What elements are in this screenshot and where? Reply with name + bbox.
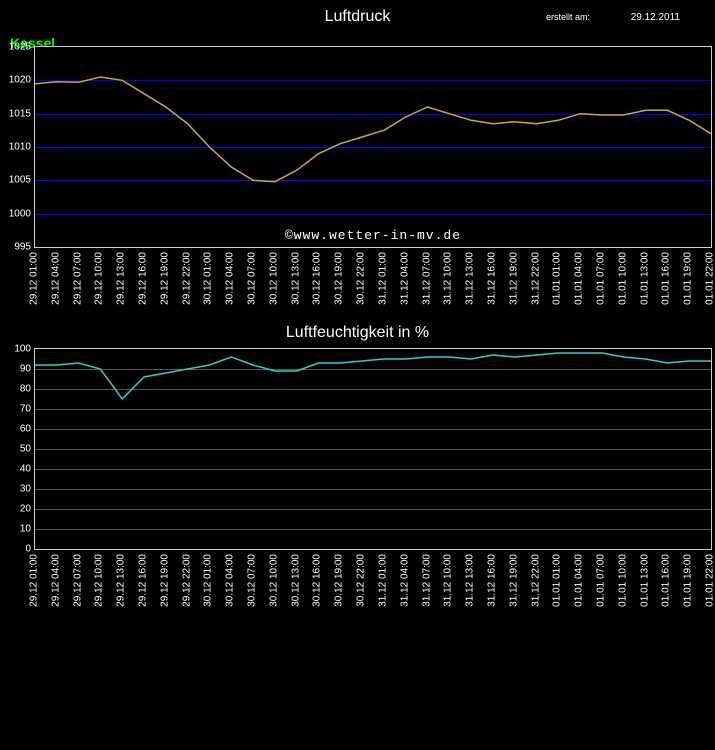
y-tick-label: 80 <box>20 384 35 395</box>
x-tick-label: 30.12 01:00 <box>203 252 214 305</box>
y-tick-label: 30 <box>20 484 35 495</box>
x-tick-label: 01.01 10:00 <box>617 554 628 607</box>
x-tick-label: 31.12 22:00 <box>530 554 541 607</box>
x-tick-label: 29.12 04:00 <box>50 554 61 607</box>
x-tick-label: 01.01 04:00 <box>574 554 585 607</box>
x-tick-label: 29.12 22:00 <box>181 554 192 607</box>
x-tick-label: 01.01 13:00 <box>639 252 650 305</box>
chart1-x-axis: 29.12 01:0029.12 04:0029.12 07:0029.12 1… <box>34 248 710 308</box>
y-tick-label: 40 <box>20 464 35 475</box>
x-tick-label: 31.12 13:00 <box>465 554 476 607</box>
x-tick-label: 30.12 13:00 <box>290 554 301 607</box>
x-tick-label: 31.12 22:00 <box>530 252 541 305</box>
x-tick-label: 01.01 01:00 <box>552 252 563 305</box>
x-tick-label: 29.12 22:00 <box>181 252 192 305</box>
y-tick-label: 10 <box>20 524 35 535</box>
x-tick-label: 01.01 04:00 <box>574 252 585 305</box>
x-tick-label: 30.12 22:00 <box>356 554 367 607</box>
x-tick-label: 30.12 10:00 <box>268 554 279 607</box>
x-tick-label: 30.12 04:00 <box>225 252 236 305</box>
x-tick-label: 31.12 19:00 <box>508 252 519 305</box>
x-tick-label: 31.12 16:00 <box>486 252 497 305</box>
y-tick-label: 70 <box>20 404 35 415</box>
x-tick-label: 29.12 01:00 <box>29 252 40 305</box>
x-tick-label: 01.01 22:00 <box>705 554 715 607</box>
x-tick-label: 31.12 10:00 <box>443 554 454 607</box>
x-tick-label: 01.01 07:00 <box>595 554 606 607</box>
y-tick-label: 1020 <box>9 75 35 86</box>
y-tick-label: 1015 <box>9 108 35 119</box>
y-tick-label: 1000 <box>9 208 35 219</box>
x-tick-label: 30.12 16:00 <box>312 554 323 607</box>
x-tick-label: 30.12 13:00 <box>290 252 301 305</box>
x-tick-label: 29.12 10:00 <box>94 554 105 607</box>
x-tick-label: 01.01 16:00 <box>661 252 672 305</box>
x-tick-label: 29.12 04:00 <box>50 252 61 305</box>
x-tick-label: 30.12 07:00 <box>247 252 258 305</box>
data-line <box>35 349 711 549</box>
x-tick-label: 01.01 01:00 <box>552 554 563 607</box>
chart1-title: Luftdruck <box>0 0 715 26</box>
chart2-plot: 0102030405060708090100 <box>34 348 712 550</box>
x-tick-label: 31.12 16:00 <box>486 554 497 607</box>
x-tick-label: 29.12 19:00 <box>159 554 170 607</box>
y-tick-label: 1005 <box>9 175 35 186</box>
x-tick-label: 30.12 04:00 <box>225 554 236 607</box>
x-tick-label: 31.12 10:00 <box>443 252 454 305</box>
x-tick-label: 31.12 13:00 <box>465 252 476 305</box>
x-tick-label: 31.12 07:00 <box>421 554 432 607</box>
x-tick-label: 01.01 19:00 <box>683 252 694 305</box>
x-tick-label: 30.12 16:00 <box>312 252 323 305</box>
x-tick-label: 01.01 16:00 <box>661 554 672 607</box>
x-tick-label: 30.12 19:00 <box>334 252 345 305</box>
x-tick-label: 31.12 01:00 <box>377 252 388 305</box>
x-tick-label: 31.12 19:00 <box>508 554 519 607</box>
x-tick-label: 29.12 10:00 <box>94 252 105 305</box>
x-tick-label: 01.01 07:00 <box>595 252 606 305</box>
y-tick-label: 1010 <box>9 142 35 153</box>
x-tick-label: 01.01 13:00 <box>639 554 650 607</box>
created-label: erstellt am: <box>546 12 590 22</box>
x-tick-label: 29.12 19:00 <box>159 252 170 305</box>
x-tick-label: 29.12 07:00 <box>72 554 83 607</box>
chart1-block: ©www.wetter-in-mv.de 9951000100510101015… <box>0 46 715 308</box>
y-tick-label: 1025 <box>9 42 35 53</box>
page-root: Luftdruck erstellt am: 29.12.2011 Kassel… <box>0 0 715 610</box>
chart1-plot: ©www.wetter-in-mv.de 9951000100510101015… <box>34 46 712 248</box>
y-tick-label: 50 <box>20 444 35 455</box>
y-tick-label: 90 <box>20 364 35 375</box>
x-tick-label: 29.12 01:00 <box>29 554 40 607</box>
chart2-title: Luftfeuchtigkeit in % <box>0 318 715 348</box>
x-tick-label: 01.01 10:00 <box>617 252 628 305</box>
x-tick-label: 29.12 16:00 <box>138 554 149 607</box>
x-tick-label: 29.12 13:00 <box>116 554 127 607</box>
x-tick-label: 30.12 07:00 <box>247 554 258 607</box>
x-tick-label: 30.12 10:00 <box>268 252 279 305</box>
y-tick-label: 60 <box>20 424 35 435</box>
x-tick-label: 31.12 04:00 <box>399 554 410 607</box>
chart2-block: Luftfeuchtigkeit in % 010203040506070809… <box>0 318 715 610</box>
created-date: 29.12.2011 <box>631 12 680 23</box>
chart2-x-axis: 29.12 01:0029.12 04:0029.12 07:0029.12 1… <box>34 550 710 610</box>
x-tick-label: 29.12 16:00 <box>138 252 149 305</box>
data-line <box>35 47 711 247</box>
x-tick-label: 01.01 22:00 <box>705 252 715 305</box>
x-tick-label: 31.12 07:00 <box>421 252 432 305</box>
y-tick-label: 20 <box>20 504 35 515</box>
y-tick-label: 100 <box>14 344 35 355</box>
x-tick-label: 29.12 07:00 <box>72 252 83 305</box>
x-tick-label: 31.12 04:00 <box>399 252 410 305</box>
x-tick-label: 30.12 19:00 <box>334 554 345 607</box>
x-tick-label: 01.01 19:00 <box>683 554 694 607</box>
x-tick-label: 30.12 01:00 <box>203 554 214 607</box>
x-tick-label: 31.12 01:00 <box>377 554 388 607</box>
x-tick-label: 30.12 22:00 <box>356 252 367 305</box>
x-tick-label: 29.12 13:00 <box>116 252 127 305</box>
